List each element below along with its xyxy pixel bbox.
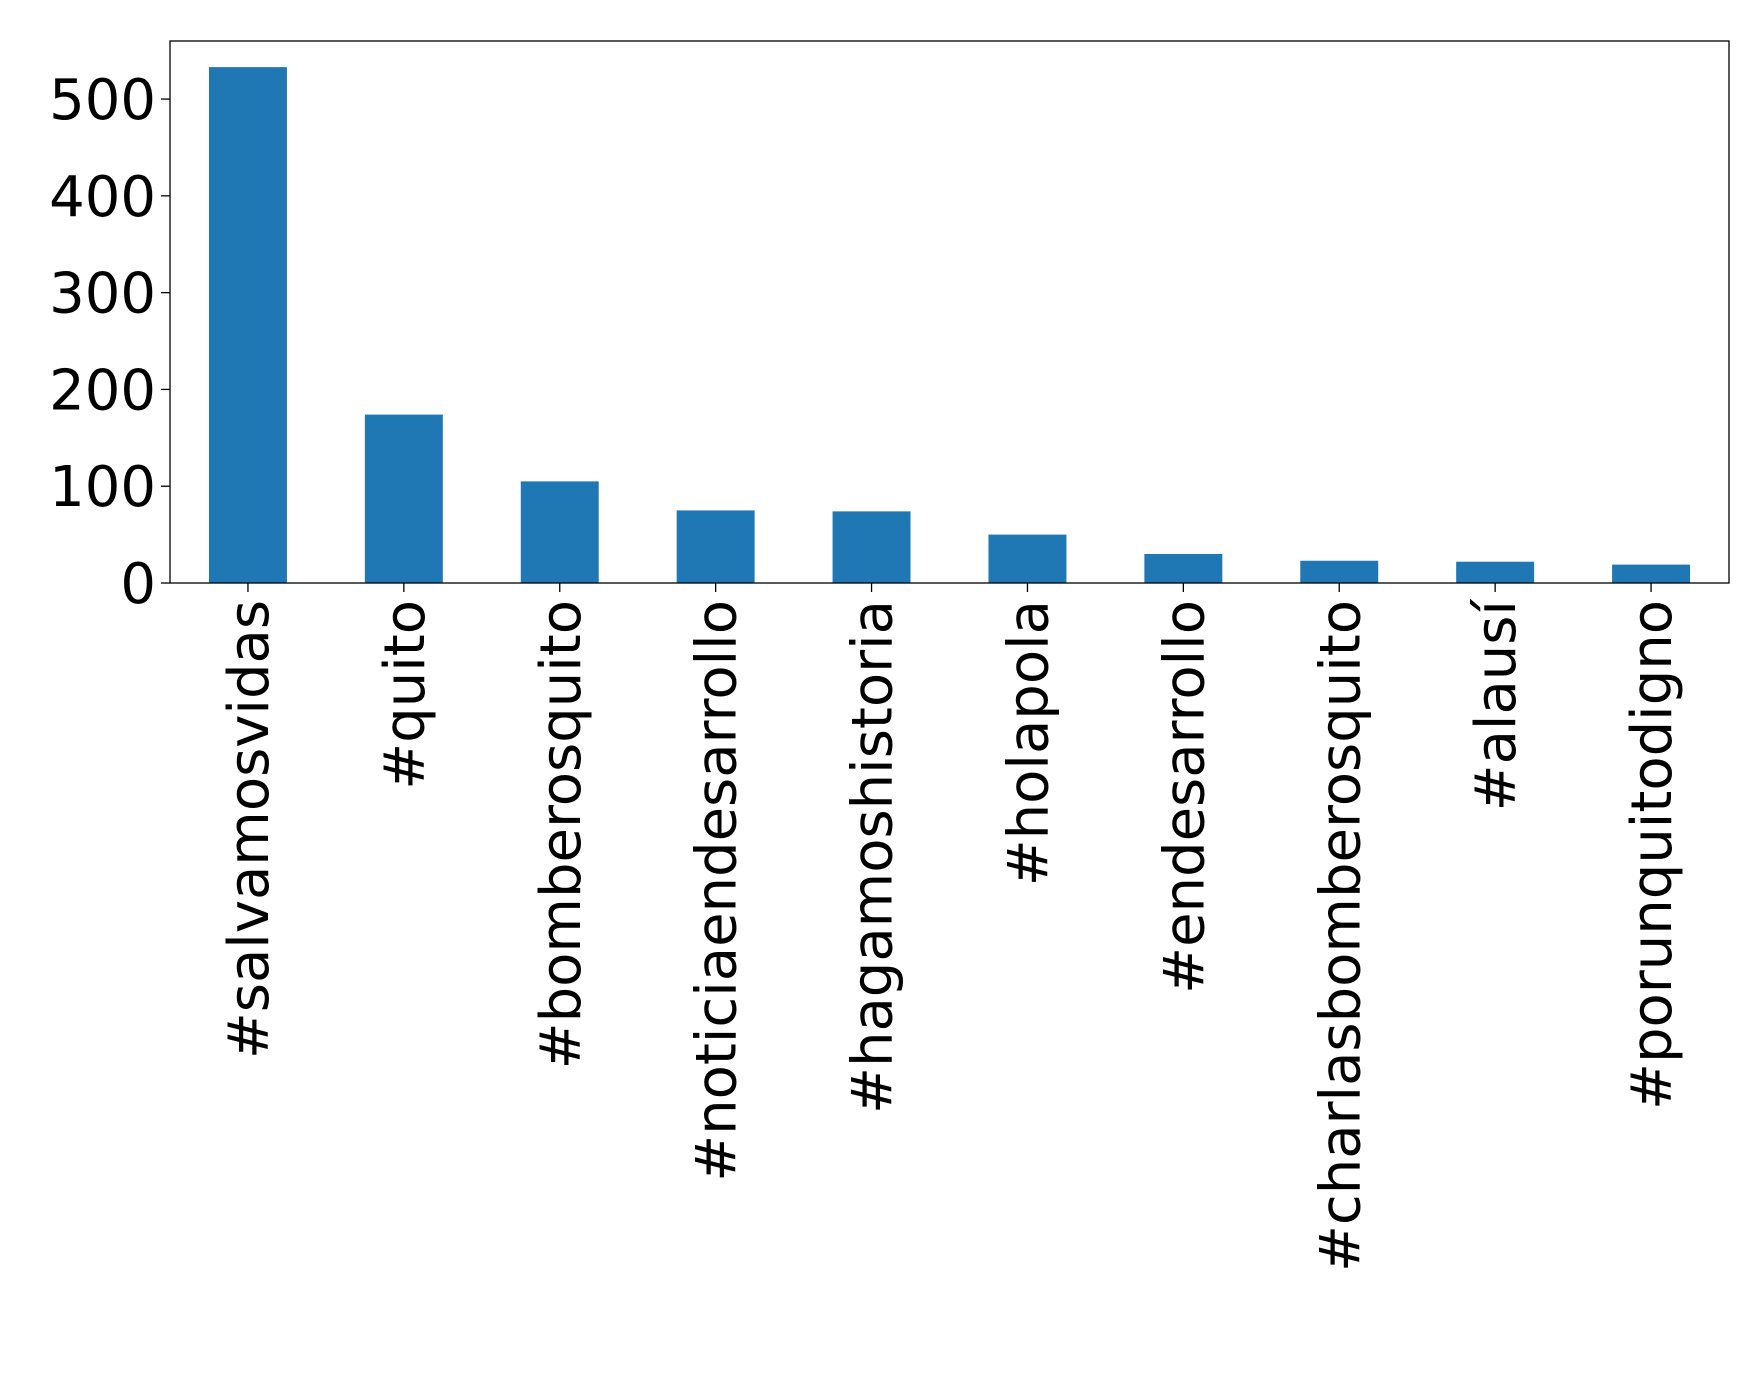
x-axis: #salvamosvidas #quito #bomberosquito #notic… (217, 583, 1685, 1272)
plot-frame (169, 40, 1730, 584)
y-tick-label: 500 (49, 68, 156, 133)
x-tick-label: #bomberosquito (529, 600, 594, 1069)
bar-9 (1612, 564, 1691, 583)
y-tick-label: 300 (49, 262, 156, 327)
x-tick-label: #porunquitodigno (1620, 600, 1685, 1110)
bar-6 (1144, 553, 1223, 583)
x-tick-label: #hagamoshistoria (841, 600, 906, 1114)
bar-0 (208, 67, 287, 583)
y-tick-label: 0 (120, 552, 156, 617)
bar-3 (676, 510, 755, 583)
y-tick-label: 100 (49, 455, 156, 520)
bar-4 (832, 511, 911, 583)
y-tick-label: 200 (49, 358, 156, 423)
bar-2 (520, 481, 599, 583)
x-tick-label: #charlasbomberosquito (1308, 600, 1373, 1272)
bars-group (208, 67, 1691, 583)
y-axis: 0 100 200 300 400 500 (49, 68, 170, 617)
bar-7 (1300, 560, 1379, 583)
x-tick-label: #endesarrollo (1152, 600, 1217, 994)
bar-1 (364, 414, 443, 583)
x-tick-label: #salvamosvidas (217, 600, 282, 1059)
x-tick-label: #noticiaendesarrollo (685, 600, 750, 1182)
bar-5 (988, 534, 1067, 583)
y-tick-label: 400 (49, 165, 156, 230)
x-tick-label: #holapola (996, 600, 1061, 886)
x-tick-label: #alausí (1464, 598, 1529, 812)
bar-8 (1456, 561, 1535, 583)
x-tick-label: #quito (373, 600, 438, 790)
